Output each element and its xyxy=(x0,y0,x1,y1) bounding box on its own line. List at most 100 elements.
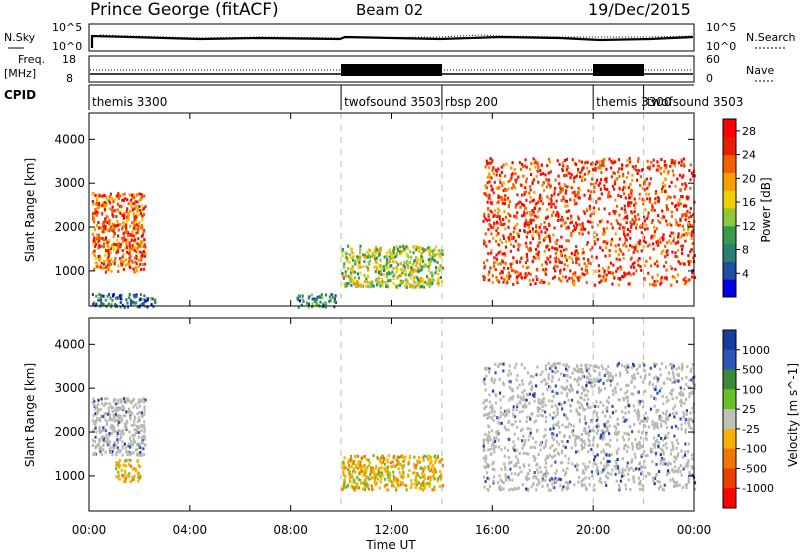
echo-cell xyxy=(598,274,601,278)
echo-cell xyxy=(587,465,590,469)
echo-cell xyxy=(133,415,136,419)
echo-cell xyxy=(111,197,114,201)
echo-cell xyxy=(569,198,572,202)
echo-cell xyxy=(656,380,659,383)
x-tick-label: 08:00 xyxy=(273,523,308,537)
echo-cell xyxy=(578,231,581,235)
echo-cell xyxy=(554,366,557,370)
echo-cell xyxy=(136,448,139,452)
echo-cell xyxy=(640,454,643,458)
echo-cell xyxy=(617,194,620,197)
echo-cell xyxy=(531,227,535,231)
echo-cell xyxy=(127,217,130,221)
echo-cell xyxy=(420,285,424,288)
echo-cell xyxy=(98,292,101,296)
echo-cell xyxy=(488,270,491,274)
echo-cell xyxy=(678,198,681,202)
echo-cell xyxy=(550,199,553,202)
echo-cell xyxy=(366,275,370,279)
echo-cell xyxy=(653,445,656,449)
echo-cell xyxy=(559,478,562,481)
echo-cell xyxy=(585,488,588,492)
echo-cell xyxy=(622,217,625,221)
echo-cell xyxy=(583,273,586,277)
echo-cell xyxy=(107,406,110,410)
echo-cell xyxy=(487,272,490,276)
echo-cell xyxy=(677,223,680,227)
echo-cell xyxy=(532,483,535,487)
echo-cell xyxy=(587,231,590,235)
echo-cell xyxy=(560,224,563,228)
echo-cell xyxy=(490,416,493,420)
echo-cell xyxy=(436,260,439,264)
echo-cell xyxy=(131,442,134,446)
colorbar-box xyxy=(723,208,736,227)
echo-cell xyxy=(586,220,590,224)
echo-cell xyxy=(91,192,94,196)
echo-cell xyxy=(140,268,143,271)
echo-cell xyxy=(126,250,129,254)
echo-cell xyxy=(684,450,687,454)
echo-cell xyxy=(383,269,386,272)
echo-cell xyxy=(101,428,105,432)
echo-cell xyxy=(648,472,651,476)
echo-cell xyxy=(577,411,580,415)
echo-cell xyxy=(571,257,574,261)
echo-cell xyxy=(118,459,121,462)
echo-cell xyxy=(103,412,106,416)
echo-cell xyxy=(670,389,673,393)
echo-cell xyxy=(439,251,443,255)
echo-cell xyxy=(622,416,625,419)
colorbar-box xyxy=(723,172,736,191)
echo-cell xyxy=(533,458,536,462)
echo-cell xyxy=(615,462,618,466)
echo-cell xyxy=(539,442,542,446)
echo-cell xyxy=(577,167,580,171)
echo-cell xyxy=(633,248,636,252)
echo-cell xyxy=(527,226,531,230)
echo-cell xyxy=(526,415,529,419)
echo-cell xyxy=(646,159,649,163)
echo-cell xyxy=(554,205,557,209)
echo-cell xyxy=(499,272,502,276)
echo-cell xyxy=(612,171,615,175)
echo-cell xyxy=(146,305,149,309)
echo-cell xyxy=(394,478,397,482)
echo-cell xyxy=(427,454,430,458)
echo-cell xyxy=(349,474,352,478)
echo-cell xyxy=(580,396,583,400)
echo-cell xyxy=(422,264,426,268)
echo-cell xyxy=(665,446,668,450)
echo-cell xyxy=(316,295,319,299)
echo-cell xyxy=(616,221,619,225)
echo-cell xyxy=(510,186,513,190)
echo-cell xyxy=(527,472,530,476)
echo-cell xyxy=(356,475,359,479)
echo-cell xyxy=(690,223,693,227)
echo-cell xyxy=(492,475,496,479)
echo-cell xyxy=(333,305,336,309)
echo-cell xyxy=(403,247,406,251)
echo-cell xyxy=(622,174,625,178)
echo-cell xyxy=(610,175,613,179)
echo-cell xyxy=(118,477,121,481)
echo-cell xyxy=(539,240,542,244)
echo-cell xyxy=(619,387,622,391)
echo-cell xyxy=(505,197,508,201)
echo-cell xyxy=(525,477,528,481)
echo-cell xyxy=(438,484,441,488)
y-tick-label: 2000 xyxy=(54,425,85,439)
echo-cell xyxy=(669,452,672,456)
echo-cell xyxy=(683,212,686,216)
echo-cell xyxy=(97,264,100,268)
echo-cell xyxy=(109,440,112,444)
echo-cell xyxy=(494,168,497,172)
echo-cell xyxy=(93,249,96,253)
echo-cell xyxy=(622,474,625,478)
echo-cell xyxy=(133,224,136,227)
echo-cell xyxy=(621,363,624,367)
echo-cell xyxy=(548,202,551,206)
echo-cell xyxy=(643,416,646,420)
echo-cell xyxy=(643,182,646,186)
echo-cell xyxy=(441,463,444,467)
